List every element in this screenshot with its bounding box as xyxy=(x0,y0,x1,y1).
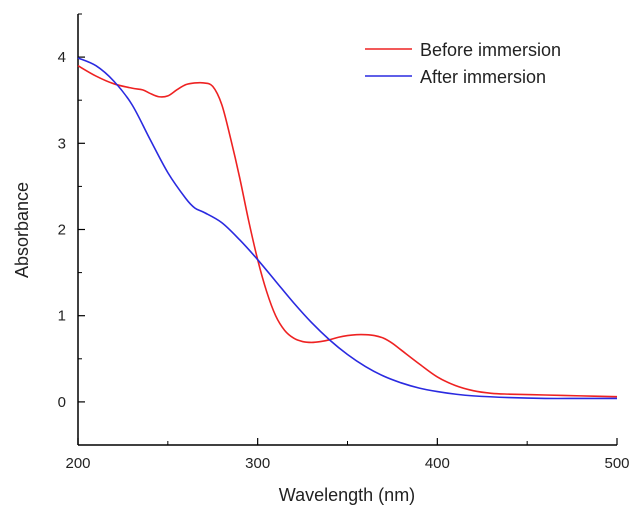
axis-ticks: 200 300 400 500 0 1 2 3 4 xyxy=(58,13,630,472)
y-axis-title: Absorbance xyxy=(12,182,32,278)
x-tick-label: 500 xyxy=(604,455,629,472)
x-axis-title: Wavelength (nm) xyxy=(279,485,415,505)
y-tick-label: 0 xyxy=(58,394,66,411)
legend: Before immersion After immersion xyxy=(365,40,561,87)
legend-label-before: Before immersion xyxy=(420,40,561,60)
x-tick-label: 300 xyxy=(245,455,270,472)
y-tick-label: 2 xyxy=(58,222,66,239)
x-tick-label: 200 xyxy=(65,455,90,472)
y-tick-label: 4 xyxy=(58,49,66,66)
y-tick-label: 1 xyxy=(58,308,66,325)
series-line-before-immersion xyxy=(77,65,618,398)
series-line-after-immersion xyxy=(77,57,617,400)
y-tick-label: 3 xyxy=(58,135,66,152)
x-tick-label: 400 xyxy=(425,455,450,472)
legend-label-after: After immersion xyxy=(420,67,546,87)
series-layer xyxy=(77,57,618,400)
